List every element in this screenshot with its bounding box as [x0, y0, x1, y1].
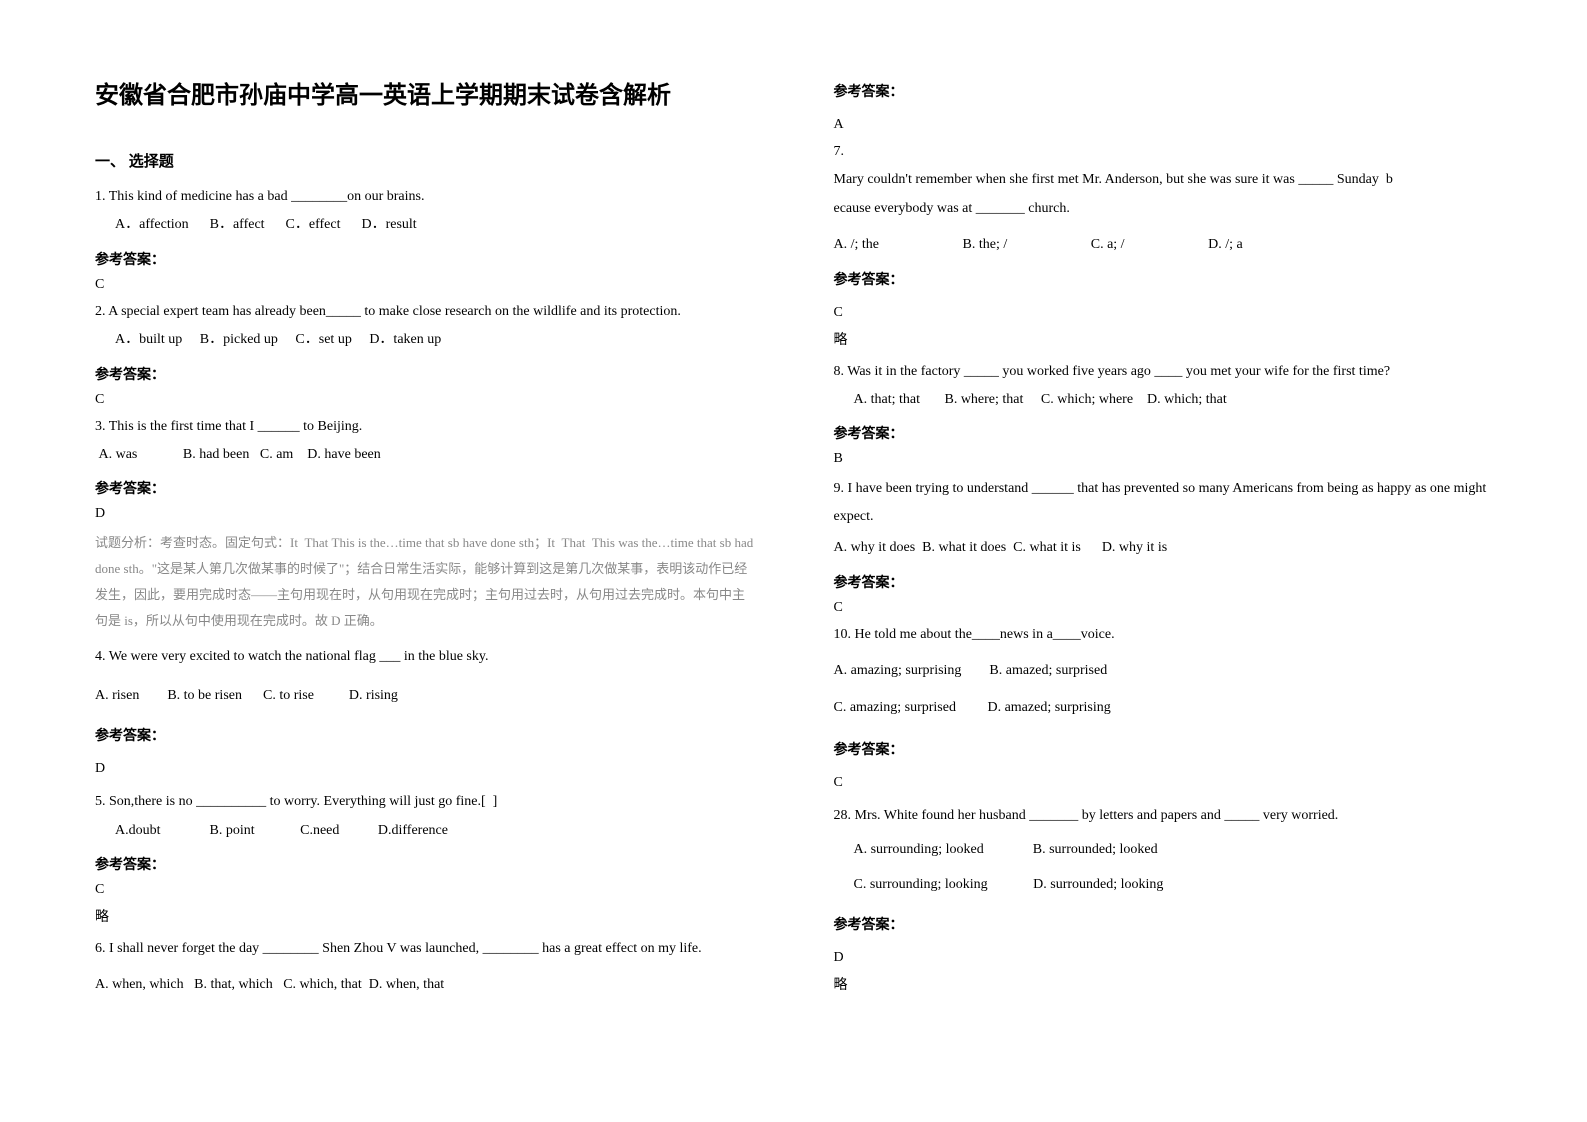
question-4-text: 4. We were very excited to watch the nat…	[95, 646, 754, 668]
right-column: 参考答案： A 7. Mary couldn't remember when s…	[834, 75, 1493, 1082]
q7-opt-c: C. a; /	[1091, 234, 1125, 256]
question-2-options: A．built up B．picked up C．set up D．taken …	[95, 329, 754, 351]
question-7-number: 7.	[834, 141, 1493, 163]
question-5-answer: C	[95, 882, 754, 898]
question-10-text: 10. He told me about the____news in a___…	[834, 624, 1493, 646]
question-10-options-a: A. amazing; surprising B. amazed; surpri…	[834, 660, 1493, 682]
question-7-answer: C	[834, 305, 1493, 321]
question-7-options: A. /; the B. the; / C. a; / D. /; a	[834, 234, 1493, 256]
question-3-options: A. was B. had been C. am D. have been	[95, 444, 754, 466]
answer-label: 参考答案：	[95, 854, 754, 874]
question-9-options: A. why it does B. what it does C. what i…	[834, 537, 1493, 559]
left-column: 安徽省合肥市孙庙中学高一英语上学期期末试卷含解析 一、 选择题 1. This …	[95, 75, 754, 1082]
question-5-options: A.doubt B. point C.need D.difference	[95, 820, 754, 842]
question-4-options: A. risen B. to be risen C. to rise D. ri…	[95, 685, 754, 707]
answer-label: 参考答案：	[95, 478, 754, 498]
q7-opt-d: D. /; a	[1208, 234, 1243, 256]
answer-label: 参考答案：	[834, 423, 1493, 443]
answer-label: 参考答案：	[834, 739, 1493, 759]
answer-label: 参考答案：	[834, 81, 1493, 101]
question-6-options: A. when, which B. that, which C. which, …	[95, 974, 754, 996]
question-4-answer: D	[95, 761, 754, 777]
lue-text: 略	[95, 906, 754, 926]
question-8-answer: B	[834, 451, 1493, 467]
lue-text: 略	[834, 329, 1493, 349]
question-9-answer: C	[834, 600, 1493, 616]
question-1-text: 1. This kind of medicine has a bad _____…	[95, 186, 754, 208]
question-3-explanation: 试题分析：考查时态。固定句式：It That This is the…time …	[95, 530, 754, 634]
question-28-options-a: A. surrounding; looked B. surrounded; lo…	[834, 839, 1493, 861]
section-header: 一、 选择题	[95, 150, 754, 171]
question-10-answer: C	[834, 775, 1493, 791]
question-10-options-b: C. amazing; surprised D. amazed; surpris…	[834, 697, 1493, 719]
question-7-text-a: Mary couldn't remember when she first me…	[834, 169, 1493, 191]
question-6-answer: A	[834, 117, 1493, 133]
question-1-options: A．affection B．affect C．effect D．result	[95, 214, 754, 236]
answer-label: 参考答案：	[834, 914, 1493, 934]
question-28-answer: D	[834, 950, 1493, 966]
question-3-answer: D	[95, 506, 754, 522]
answer-label: 参考答案：	[834, 269, 1493, 289]
document-title: 安徽省合肥市孙庙中学高一英语上学期期末试卷含解析	[95, 75, 754, 110]
answer-label: 参考答案：	[95, 364, 754, 384]
question-2-text: 2. A special expert team has already bee…	[95, 301, 754, 323]
answer-label: 参考答案：	[95, 725, 754, 745]
question-7-text-b: ecause everybody was at _______ church.	[834, 198, 1493, 220]
question-6-text: 6. I shall never forget the day ________…	[95, 938, 754, 960]
question-1-answer: C	[95, 277, 754, 293]
question-8-text: 8. Was it in the factory _____ you worke…	[834, 361, 1493, 383]
question-28-text: 28. Mrs. White found her husband _______…	[834, 805, 1493, 827]
lue-text: 略	[834, 974, 1493, 994]
question-5-text: 5. Son,there is no __________ to worry. …	[95, 791, 754, 813]
question-8-options: A. that; that B. where; that C. which; w…	[834, 389, 1493, 411]
question-9-text: 9. I have been trying to understand ____…	[834, 475, 1493, 531]
question-3-text: 3. This is the first time that I ______ …	[95, 416, 754, 438]
answer-label: 参考答案：	[834, 572, 1493, 592]
q7-opt-b: B. the; /	[963, 234, 1008, 256]
q7-opt-a: A. /; the	[834, 234, 880, 256]
answer-label: 参考答案：	[95, 249, 754, 269]
question-28-options-b: C. surrounding; looking D. surrounded; l…	[834, 874, 1493, 896]
question-2-answer: C	[95, 392, 754, 408]
